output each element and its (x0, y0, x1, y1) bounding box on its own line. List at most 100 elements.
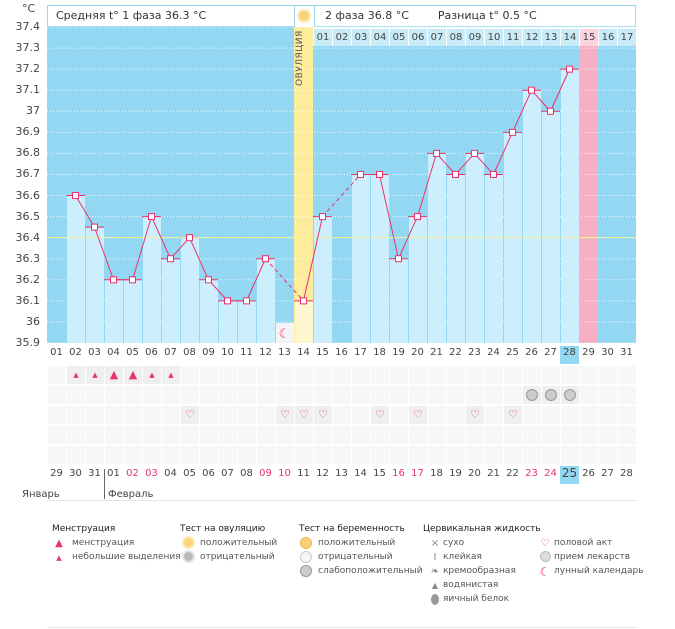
grid-cell[interactable] (48, 446, 66, 464)
day-label[interactable]: 14 (297, 347, 310, 358)
grid-cell[interactable] (333, 386, 351, 404)
grid-cell[interactable] (314, 386, 332, 404)
grid-cell[interactable] (561, 426, 579, 444)
day-label[interactable]: 29 (582, 347, 595, 358)
grid-cell[interactable]: ▲ (162, 366, 180, 384)
grid-cell[interactable] (333, 426, 351, 444)
grid-cell[interactable] (580, 386, 598, 404)
grid-cell[interactable] (181, 446, 199, 464)
calendar-date[interactable]: 06 (202, 468, 215, 479)
grid-cell[interactable]: ▲ (143, 366, 161, 384)
grid-cell[interactable] (295, 386, 313, 404)
grid-cell[interactable]: ▲ (124, 366, 142, 384)
day-label[interactable]: 10 (221, 347, 234, 358)
grid-cell[interactable]: ♡ (295, 406, 313, 424)
calendar-date[interactable]: 20 (468, 468, 481, 479)
grid-cell[interactable] (181, 386, 199, 404)
grid-cell[interactable] (428, 446, 446, 464)
calendar-date[interactable]: 26 (582, 468, 595, 479)
grid-cell[interactable] (390, 406, 408, 424)
calendar-date[interactable]: 13 (335, 468, 348, 479)
calendar-date[interactable]: 10 (278, 468, 291, 479)
grid-cell[interactable] (523, 426, 541, 444)
grid-cell[interactable] (276, 386, 294, 404)
grid-cell[interactable] (561, 446, 579, 464)
calendar-date[interactable]: 11 (297, 468, 310, 479)
day-label[interactable]: 16 (335, 347, 348, 358)
day-label[interactable]: 20 (411, 347, 424, 358)
grid-cell[interactable] (390, 446, 408, 464)
grid-cell[interactable] (523, 366, 541, 384)
calendar-date[interactable]: 02 (126, 468, 139, 479)
day-label[interactable]: 08 (183, 347, 196, 358)
grid-cell[interactable] (504, 426, 522, 444)
grid-cell[interactable] (333, 406, 351, 424)
grid-cell[interactable] (67, 406, 85, 424)
grid-cell[interactable] (238, 386, 256, 404)
grid-cell[interactable] (105, 446, 123, 464)
grid-cell[interactable] (276, 426, 294, 444)
grid-cell[interactable] (314, 426, 332, 444)
grid-cell[interactable] (523, 446, 541, 464)
day-label[interactable]: 30 (601, 347, 614, 358)
grid-cell[interactable]: ♡ (371, 406, 389, 424)
day-label[interactable]: 21 (430, 347, 443, 358)
grid-cell[interactable] (219, 406, 237, 424)
day-label[interactable]: 23 (468, 347, 481, 358)
day-label[interactable]: 07 (164, 347, 177, 358)
grid-cell[interactable] (485, 366, 503, 384)
grid-cell[interactable] (580, 366, 598, 384)
grid-cell[interactable] (124, 386, 142, 404)
grid-cell[interactable] (219, 446, 237, 464)
grid-cell[interactable] (428, 366, 446, 384)
grid-cell[interactable] (238, 366, 256, 384)
day-label[interactable]: 11 (240, 347, 253, 358)
day-label[interactable]: 31 (620, 347, 633, 358)
calendar-date[interactable]: 15 (373, 468, 386, 479)
grid-cell[interactable] (371, 366, 389, 384)
grid-cell[interactable] (257, 426, 275, 444)
grid-cell[interactable] (542, 426, 560, 444)
grid-cell[interactable] (200, 406, 218, 424)
grid-cell[interactable]: ♡ (276, 406, 294, 424)
calendar-date[interactable]: 27 (601, 468, 614, 479)
grid-cell[interactable] (219, 386, 237, 404)
grid-cell[interactable] (257, 446, 275, 464)
grid-cell[interactable] (390, 366, 408, 384)
grid-cell[interactable] (447, 366, 465, 384)
grid-cell[interactable] (200, 366, 218, 384)
grid-cell[interactable] (86, 406, 104, 424)
grid-cell[interactable] (618, 446, 636, 464)
grid-cell[interactable]: ♡ (504, 406, 522, 424)
grid-cell[interactable] (124, 406, 142, 424)
grid-cell[interactable] (295, 446, 313, 464)
grid-cell[interactable] (352, 446, 370, 464)
day-label[interactable]: 15 (316, 347, 329, 358)
grid-cell[interactable] (105, 386, 123, 404)
grid-cell[interactable] (428, 386, 446, 404)
grid-cell[interactable] (599, 446, 617, 464)
day-label[interactable]: 04 (107, 347, 120, 358)
grid-cell[interactable] (561, 366, 579, 384)
calendar-date[interactable]: 30 (69, 468, 82, 479)
grid-cell[interactable] (200, 426, 218, 444)
grid-cell[interactable] (124, 446, 142, 464)
grid-cell[interactable]: ▲ (105, 366, 123, 384)
calendar-date[interactable]: 17 (411, 468, 424, 479)
day-label[interactable]: 13 (278, 347, 291, 358)
calendar-date[interactable]: 31 (88, 468, 101, 479)
calendar-date[interactable]: 14 (354, 468, 367, 479)
calendar-date[interactable]: 07 (221, 468, 234, 479)
calendar-date[interactable]: 23 (525, 468, 538, 479)
calendar-date[interactable]: 28 (620, 468, 633, 479)
grid-cell[interactable] (162, 426, 180, 444)
grid-cell[interactable] (314, 366, 332, 384)
grid-cell[interactable] (371, 386, 389, 404)
grid-cell[interactable] (67, 426, 85, 444)
grid-cell[interactable] (466, 446, 484, 464)
day-label[interactable]: 12 (259, 347, 272, 358)
grid-cell[interactable] (523, 406, 541, 424)
grid-cell[interactable] (428, 406, 446, 424)
day-label[interactable]: 18 (373, 347, 386, 358)
calendar-date[interactable]: 01 (107, 468, 120, 479)
